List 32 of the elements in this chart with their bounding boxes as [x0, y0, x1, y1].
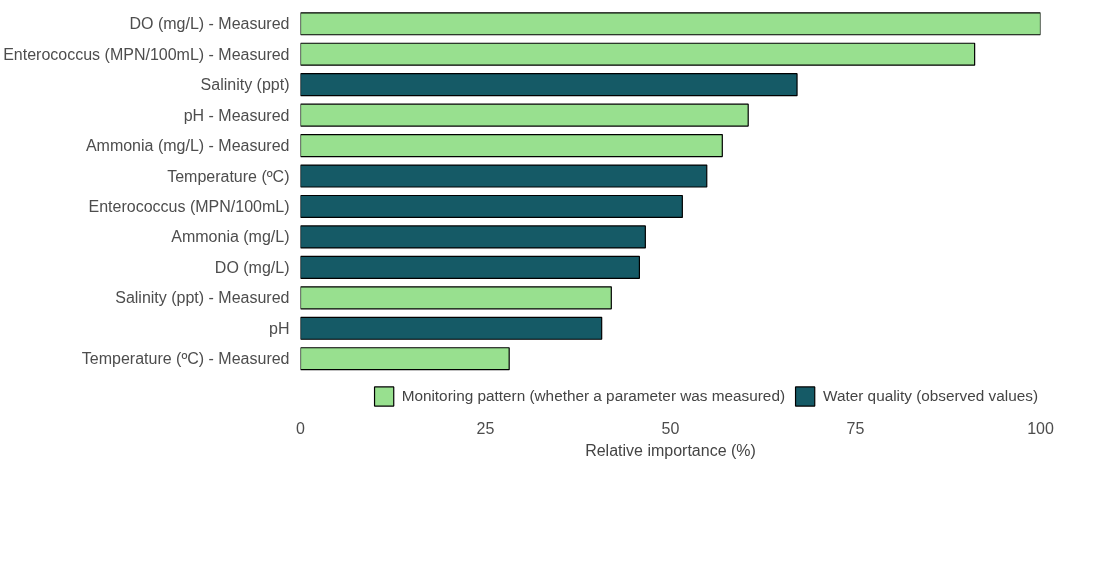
y-tick-label: Temperature (ºC) - Measured — [81, 350, 290, 368]
x-tick-label: 75 — [846, 419, 865, 437]
x-tick-label: 50 — [661, 419, 680, 437]
y-tick-label: DO (mg/L) — [214, 258, 290, 276]
legend-label: Monitoring pattern (whether a parameter was measured) — [401, 387, 786, 405]
bar — [300, 134, 723, 158]
bar — [300, 194, 683, 219]
x-axis-title: Relative importance (%) — [585, 441, 756, 459]
bar — [300, 286, 612, 310]
x-tick-label: 100 — [1027, 419, 1054, 437]
bar — [300, 103, 749, 127]
bar — [300, 12, 1041, 36]
y-tick-label: pH — [269, 319, 290, 337]
y-tick-label: Ammonia (mg/L) — [171, 228, 290, 246]
x-tick-label: 25 — [476, 419, 495, 437]
bar — [300, 347, 510, 371]
bar — [300, 164, 708, 188]
x-tick-label: 0 — [296, 419, 306, 437]
legend-label: Water quality (observed values) — [823, 387, 1038, 405]
bar — [300, 255, 641, 279]
bar — [300, 42, 976, 66]
y-tick-label: pH - Measured — [183, 106, 290, 124]
y-tick-label: DO (mg/L) - Measured — [129, 15, 290, 33]
y-tick-label: Salinity (ppt) - Measured — [115, 289, 290, 307]
y-tick-label: Enterococcus (MPN/100mL) — [88, 197, 290, 215]
y-tick-label: Enterococcus (MPN/100mL) - Measured — [3, 45, 290, 63]
bar — [300, 73, 798, 97]
y-tick-label: Temperature (ºC) — [167, 167, 290, 185]
y-tick-label: Salinity (ppt) — [200, 76, 290, 94]
y-tick-label: Ammonia (mg/L) - Measured — [85, 137, 290, 155]
bar — [300, 225, 646, 249]
bar — [300, 316, 603, 340]
